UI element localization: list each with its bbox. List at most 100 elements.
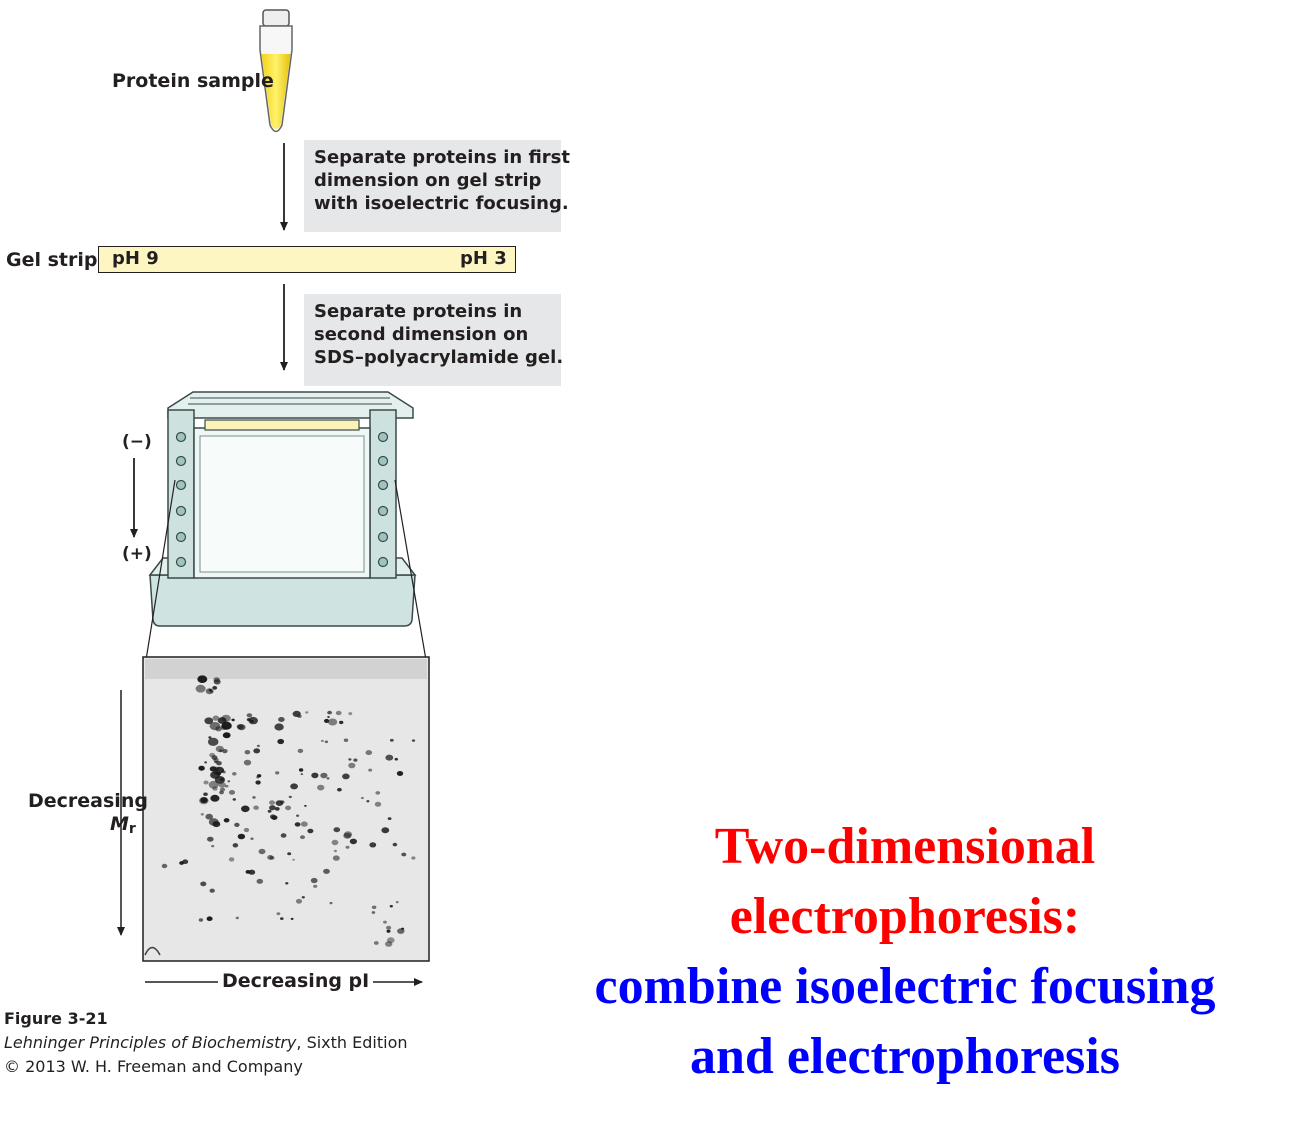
protein-spot [301, 896, 305, 899]
protein-spot [205, 688, 214, 695]
protein-spot [288, 795, 292, 799]
protein-spot [209, 766, 217, 772]
protein-spot [250, 719, 254, 723]
protein-spot [195, 684, 206, 693]
protein-spot [339, 720, 344, 725]
step1-line: Separate proteins in first [314, 147, 570, 168]
protein-spot [331, 839, 339, 846]
protein-spot [216, 771, 222, 776]
protein-spot [207, 737, 219, 746]
protein-spot [232, 798, 236, 801]
protein-spot [234, 822, 240, 828]
protein-spot [232, 772, 237, 776]
protein-spot [256, 744, 260, 748]
protein-spot [335, 710, 342, 716]
anode-label: (+) [122, 544, 152, 564]
protein-spot [307, 828, 314, 834]
protein-spot [296, 814, 300, 817]
protein-spot [285, 805, 292, 811]
protein-spot [360, 796, 364, 800]
gel-strip [98, 246, 516, 273]
protein-spot [221, 769, 225, 773]
protein-spot [375, 791, 381, 795]
subtitle-line: combine isoelectric focusing [594, 958, 1216, 1015]
protein-spot [243, 827, 250, 833]
protein-spot [269, 800, 275, 805]
protein-spot [337, 787, 342, 792]
step2-line: second dimension on [314, 324, 529, 345]
protein-spot [327, 716, 330, 718]
2d-gel-image [142, 656, 430, 962]
protein-spot [280, 833, 287, 838]
protein-spot [204, 761, 208, 764]
protein-spot [161, 863, 168, 869]
protein-spot [246, 713, 253, 718]
slide-title: Two-dimensional electrophoresis: combine… [540, 812, 1270, 1092]
protein-spot [269, 856, 275, 860]
copyright-line: © 2013 W. H. Freeman and Company [4, 1057, 303, 1076]
protein-spot [294, 822, 301, 827]
protein-spot [253, 748, 261, 754]
protein-spot [231, 718, 235, 722]
protein-spot [295, 898, 303, 904]
protein-spot [223, 818, 230, 823]
protein-spot [221, 721, 232, 730]
protein-spot [205, 813, 213, 820]
protein-spot [275, 771, 280, 775]
protein-spot [373, 941, 379, 945]
protein-spot [389, 738, 394, 742]
ph-end-label: pH 3 [460, 248, 507, 269]
protein-spot [348, 712, 353, 716]
mr-axis-symbol: Mr [110, 813, 136, 837]
protein-spot [204, 717, 214, 725]
protein-spot [389, 905, 393, 908]
protein-spot [329, 901, 333, 905]
protein-spot [217, 717, 227, 724]
protein-spot [237, 833, 246, 840]
protein-spot [348, 758, 352, 761]
protein-spot [300, 821, 308, 827]
book-reference: Lehninger Principles of Biochemistry, Si… [4, 1033, 408, 1052]
protein-spot [209, 752, 216, 758]
protein-spot [317, 784, 325, 791]
ph-start-label: pH 9 [112, 248, 159, 269]
protein-spot [237, 724, 246, 731]
protein-spot [342, 773, 350, 780]
protein-spot [323, 868, 330, 874]
protein-spot [182, 859, 189, 864]
step1-line: with isoelectric focusing. [314, 193, 569, 214]
title-line: Two-dimensional [714, 818, 1096, 875]
protein-spot [235, 916, 239, 920]
protein-spot [310, 877, 318, 884]
protein-spot [324, 740, 329, 744]
protein-spot [366, 800, 370, 803]
protein-spot [267, 809, 272, 813]
protein-spot [385, 941, 393, 947]
protein-spot [369, 842, 377, 848]
protein-spot [332, 855, 340, 861]
protein-spot [213, 766, 220, 772]
protein-spot [252, 796, 256, 799]
protein-spot [392, 842, 398, 847]
protein-spot [232, 843, 239, 848]
protein-spot [387, 937, 395, 944]
protein-spot [209, 888, 215, 893]
protein-spot [274, 723, 284, 731]
protein-spot [212, 821, 221, 828]
protein-spot [218, 782, 226, 788]
protein-spot [320, 772, 328, 779]
step1-box: Separate proteins in first dimension on … [304, 140, 570, 232]
protein-spot [326, 777, 330, 780]
protein-spot [203, 792, 208, 796]
protein-spot [397, 928, 405, 934]
protein-spot [211, 844, 215, 848]
protein-spot [396, 771, 404, 776]
protein-spot [274, 807, 280, 811]
protein-spot [368, 768, 373, 772]
step2-line: Separate proteins in [314, 301, 523, 322]
protein-spot [381, 827, 390, 834]
protein-spot [207, 836, 214, 842]
protein-spot [228, 857, 235, 862]
protein-spot [277, 738, 285, 745]
protein-spot [244, 750, 251, 755]
